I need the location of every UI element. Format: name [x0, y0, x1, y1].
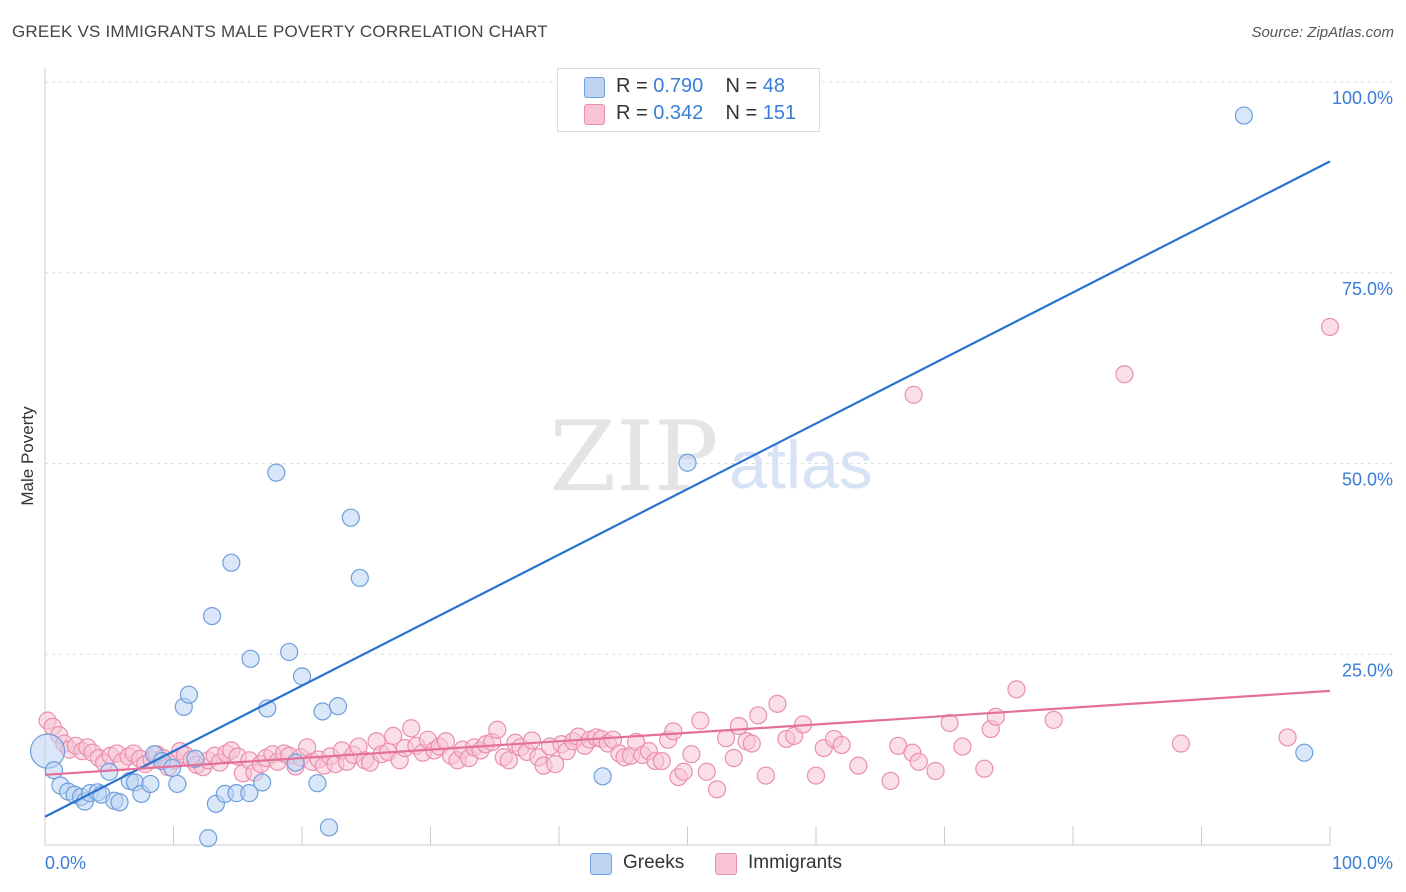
immigrants-r-label: R =: [616, 102, 648, 124]
immigrants-point: [749, 706, 768, 725]
x-tick-label-max: 100.0%: [1332, 853, 1393, 873]
source-label: Source: ZipAtlas.com: [1251, 24, 1394, 41]
immigrants-point: [849, 756, 868, 775]
immigrants-point: [1115, 365, 1134, 384]
greeks-point: [199, 829, 218, 848]
immigrants-point: [756, 766, 775, 785]
immigrants-point: [724, 748, 743, 768]
greeks-point: [319, 818, 339, 837]
y-tick-label: 75.0%: [1342, 279, 1393, 299]
greeks-point: [168, 774, 187, 794]
immigrants-legend-label: Immigrants: [748, 852, 842, 873]
immigrants-point: [691, 711, 710, 730]
greeks-point: [240, 784, 259, 803]
y-axis-label: Male Poverty: [18, 406, 37, 506]
immigrants-point: [806, 766, 826, 785]
immigrants-point: [832, 735, 851, 755]
greeks-point: [328, 697, 348, 716]
greeks-r-label: R =: [616, 75, 648, 97]
immigrants-point: [729, 716, 749, 736]
greeks-point: [280, 642, 299, 662]
immigrants-point: [1044, 710, 1063, 729]
greeks-point: [253, 773, 272, 792]
correlation-legend: R = 0.790 N = 48 R = 0.342 N = 151: [557, 68, 820, 132]
y-tick-label: 50.0%: [1342, 470, 1393, 490]
immigrants-point: [697, 762, 716, 781]
greeks-point: [286, 753, 305, 772]
tick-labels: 25.0% 50.0% 75.0% 100.0% 0.0% 100.0%: [45, 88, 1393, 873]
greeks-point: [141, 774, 160, 794]
greeks-point: [241, 649, 260, 668]
grid-lines: [45, 81, 1392, 655]
x-tick-label-min: 0.0%: [45, 853, 86, 873]
greeks-point: [44, 761, 64, 780]
immigrants-point: [384, 726, 403, 745]
trend-lines: [44, 160, 1331, 818]
immigrants-point: [664, 722, 683, 741]
y-tick-label: 100.0%: [1332, 88, 1393, 108]
immigrants-point: [707, 780, 727, 799]
immigrants-point: [904, 385, 923, 404]
immigrants-point: [1007, 680, 1026, 699]
immigrants-swatch: [584, 104, 605, 125]
axes: [44, 68, 1331, 846]
immigrants-point: [488, 720, 507, 739]
greeks-point: [186, 749, 205, 768]
greeks-legend-label: Greeks: [623, 852, 685, 873]
greeks-point: [222, 553, 241, 572]
greeks-point: [313, 702, 332, 721]
chart-title: GREEK VS IMMIGRANTS MALE POVERTY CORRELA…: [12, 22, 548, 41]
greeks-point: [110, 793, 129, 812]
immigrants-trend-line: [44, 689, 1331, 776]
immigrants-point: [986, 707, 1006, 726]
greeks-point: [678, 453, 697, 472]
greeks-r-value: 0.790: [653, 75, 704, 97]
greeks-point: [1234, 106, 1254, 125]
immigrants-point: [1320, 317, 1340, 337]
immigrants-point: [975, 759, 994, 778]
greeks-n-value: 48: [762, 75, 786, 97]
watermark-atlas: atlas: [729, 427, 873, 503]
immigrants-point: [881, 771, 900, 791]
immigrants-points: [38, 317, 1340, 799]
immigrants-point: [499, 751, 518, 770]
immigrants-point: [546, 755, 565, 774]
greeks-point: [341, 508, 360, 527]
immigrants-point: [522, 731, 542, 750]
immigrants-point: [674, 762, 693, 781]
greeks-point: [179, 685, 199, 704]
immigrants-point: [768, 694, 787, 713]
immigrants-legend-swatch: [715, 853, 737, 875]
greeks-points: [29, 106, 1314, 848]
y-tick-label: 25.0%: [1342, 660, 1393, 680]
immigrants-n-label: N =: [725, 102, 758, 124]
greeks-point: [593, 767, 612, 786]
immigrants-point: [742, 734, 761, 753]
immigrants-point: [953, 737, 972, 756]
greeks-trend-line: [44, 160, 1331, 818]
greeks-point: [267, 463, 286, 482]
immigrants-point: [909, 752, 928, 771]
immigrants-point: [940, 713, 959, 733]
greeks-swatch: [584, 77, 605, 98]
immigrants-point: [1278, 728, 1297, 747]
immigrants-point: [1171, 734, 1191, 753]
immigrants-point: [682, 745, 701, 764]
greeks-point: [202, 606, 222, 626]
immigrants-point: [402, 719, 421, 738]
immigrants-point: [716, 729, 736, 748]
immigrants-r-value: 0.342: [653, 102, 704, 124]
greeks-point: [350, 568, 369, 588]
immigrants-point: [926, 761, 945, 781]
greeks-point: [308, 774, 327, 793]
greeks-legend-swatch: [590, 853, 612, 875]
greeks-point: [1295, 743, 1314, 762]
immigrants-point: [652, 751, 671, 771]
immigrants-n-value: 151: [762, 102, 797, 124]
watermark: ZIP atlas: [549, 401, 872, 513]
greeks-n-label: N =: [725, 75, 758, 97]
